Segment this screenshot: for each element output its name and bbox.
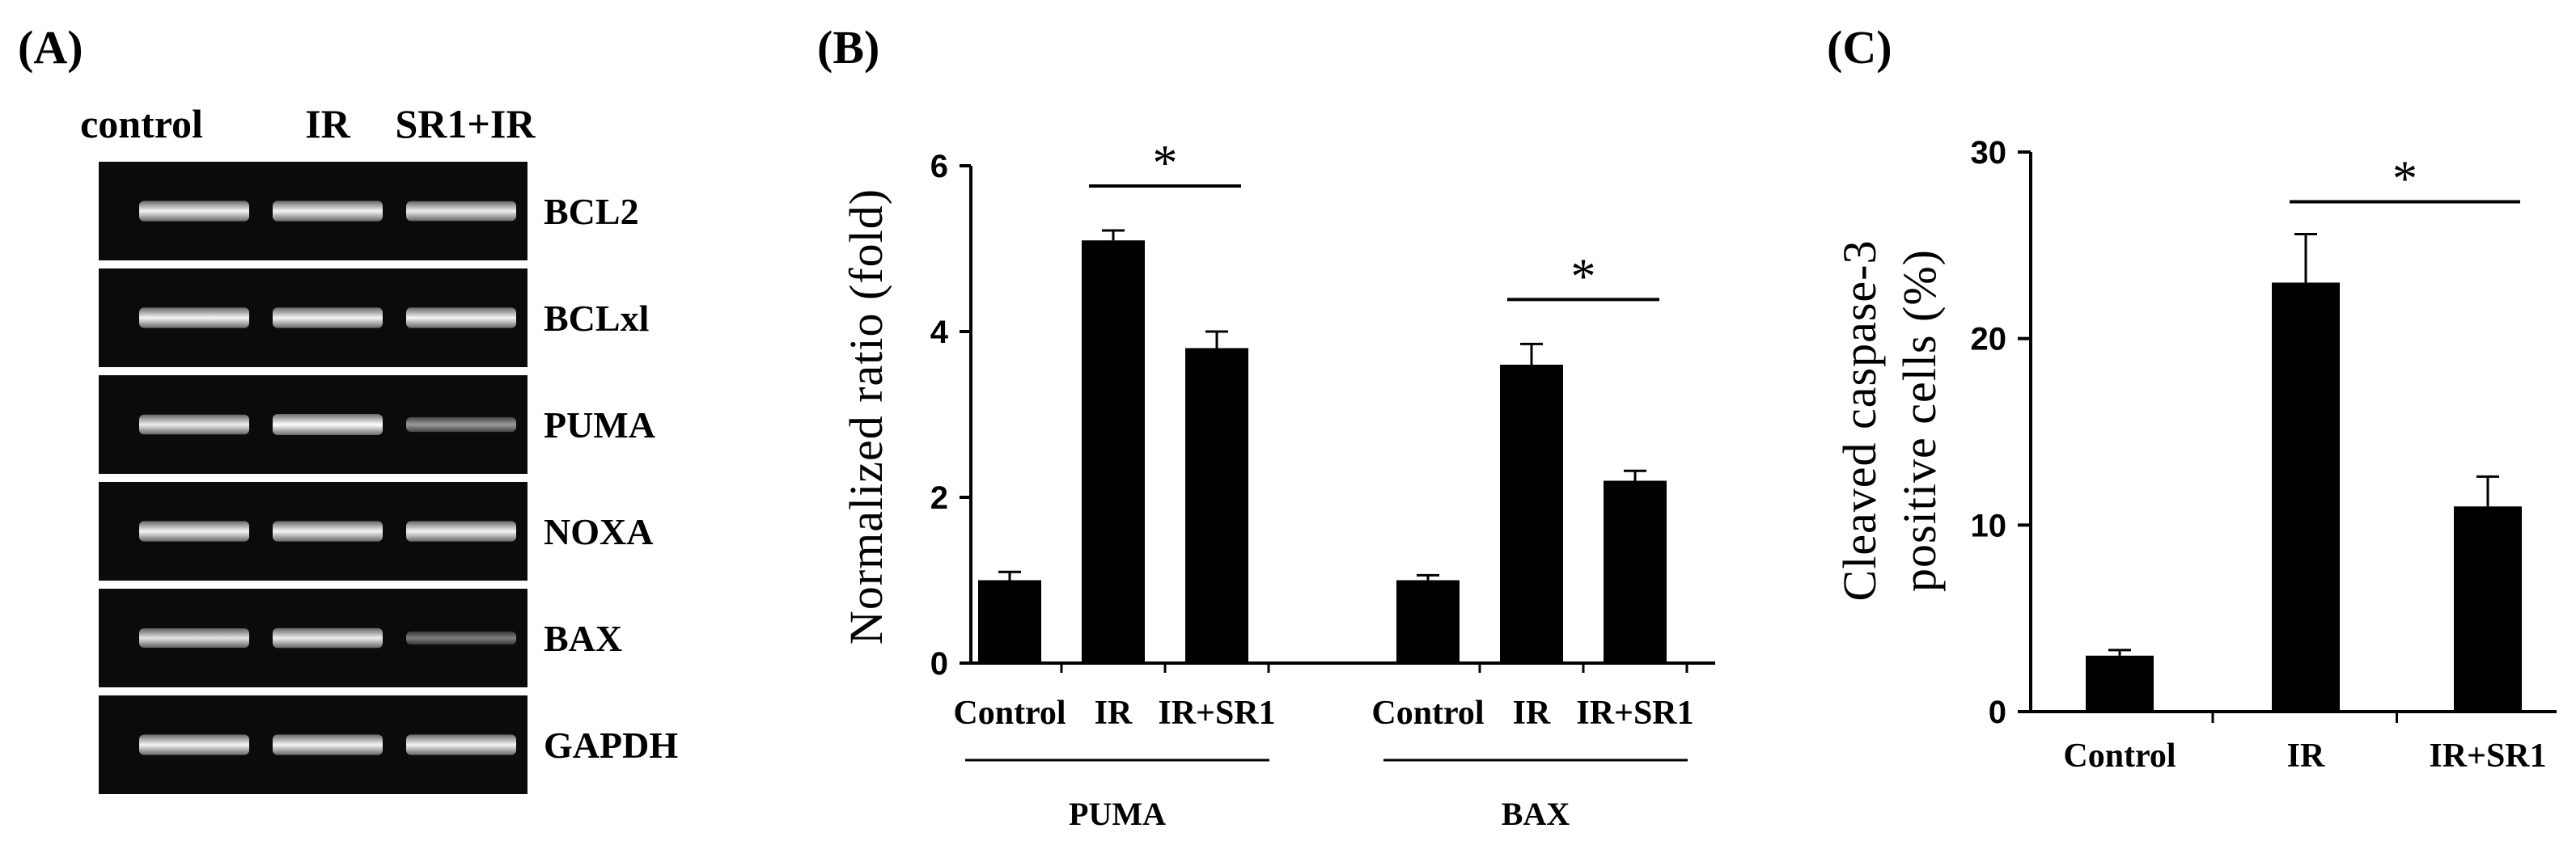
chart-b-xtick-label-puma-ir-sr1: IR+SR1: [1158, 695, 1275, 732]
chart-b-xtick-label-bax-control: Control: [1371, 695, 1484, 732]
gel-band-puma-lane2: [273, 414, 383, 435]
chart-b-sig-star-puma: *: [1153, 136, 1178, 191]
gel-band-bax-lane3: [406, 631, 516, 645]
chart-c-sig-star: *: [2392, 151, 2417, 206]
gel-band-bax-lane1: [139, 628, 249, 648]
gene-label-noxa: NOXA: [544, 511, 653, 552]
chart-c-bar-control: [2086, 655, 2154, 712]
chart-c-ytick-label: 0: [1989, 695, 2006, 730]
chart-b-ytick-label: 2: [930, 480, 948, 516]
gel-band-gapdh-lane2: [273, 734, 383, 755]
chart-c: Cleaved caspase-3 positive cells (%) 0 10…: [1833, 135, 2557, 775]
chart-b-group-label-puma: PUMA: [1069, 796, 1166, 832]
gene-label-bclxl: BCLxl: [544, 298, 649, 339]
gene-label-bcl2: BCL2: [544, 191, 639, 232]
chart-c-ytick-label: 10: [1971, 508, 2007, 543]
gel-lane-label-control: control: [80, 101, 203, 146]
chart-b-xtick-label-bax-ir: IR: [1513, 695, 1551, 732]
gel-band-noxa-lane3: [406, 521, 516, 542]
chart-b-ytick-label: 0: [930, 646, 948, 682]
gel-band-puma-lane3: [406, 416, 516, 433]
chart-c-xtick-label-control: Control: [2063, 737, 2176, 775]
chart-c-xtick-label-ir: IR: [2287, 737, 2325, 775]
gel-blot: [99, 162, 527, 794]
gel-band-gapdh-lane3: [406, 734, 516, 755]
gel-band-bclxl-lane3: [406, 307, 516, 328]
gene-label-bax: BAX: [544, 618, 622, 659]
chart-b-bar-puma-control: [978, 580, 1041, 663]
gel-band-bcl2-lane2: [273, 201, 383, 222]
chart-b-xtick-label-puma-ir: IR: [1095, 695, 1133, 732]
gel-band-noxa-lane2: [273, 521, 383, 542]
chart-b: Normalized ratio (fold) 0 2 4 6 Control IR IR+…: [840, 136, 1715, 832]
chart-c-ytick-label: 30: [1971, 135, 2007, 171]
gel-band-bcl2-lane3: [406, 201, 516, 222]
panel-a-label: (A): [18, 21, 83, 74]
chart-c-bar-ir: [2272, 282, 2340, 712]
panel-c-label: (C): [1827, 21, 1892, 74]
chart-c-ytick-label: 20: [1971, 322, 2007, 357]
chart-b-xtick-label-bax-ir-sr1: IR+SR1: [1576, 695, 1693, 732]
gene-label-puma: PUMA: [544, 404, 655, 446]
chart-b-ytick-label: 6: [930, 149, 948, 184]
gel-band-puma-lane1: [139, 414, 249, 435]
chart-b-xtick-label-puma-control: Control: [953, 695, 1066, 732]
gene-label-gapdh: GAPDH: [544, 725, 678, 766]
chart-c-ylabel-line2: positive cells (%): [1893, 249, 1946, 592]
chart-c-xtick-label-ir-sr1: IR+SR1: [2429, 737, 2546, 775]
gel-band-bclxl-lane1: [139, 307, 249, 328]
chart-b-ylabel: Normalized ratio (fold): [840, 188, 892, 644]
gel-band-bax-lane2: [273, 628, 383, 649]
gel-band-bcl2-lane1: [139, 201, 249, 222]
gel-band-bclxl-lane2: [273, 307, 383, 328]
chart-b-bar-bax-ir: [1500, 365, 1563, 663]
chart-b-group-label-bax: BAX: [1502, 796, 1570, 832]
gel-band-noxa-lane1: [139, 521, 249, 542]
chart-b-bar-puma-ir-sr1: [1185, 348, 1248, 663]
panel-b-label: (B): [817, 21, 879, 74]
chart-b-ytick-label: 4: [930, 315, 949, 350]
chart-b-bar-bax-control: [1396, 580, 1460, 663]
chart-b-bar-puma-ir: [1082, 240, 1145, 663]
gel-lane-label-sr1-ir: SR1+IR: [396, 101, 536, 146]
chart-c-bar-ir-sr1: [2454, 506, 2522, 712]
gel-band-gapdh-lane1: [139, 734, 249, 755]
chart-b-sig-star-bax: *: [1571, 249, 1596, 304]
gel-lane-label-ir: IR: [305, 101, 350, 146]
chart-b-bar-bax-ir-sr1: [1604, 480, 1667, 663]
chart-c-ylabel-line1: Cleaved caspase-3: [1833, 240, 1886, 602]
